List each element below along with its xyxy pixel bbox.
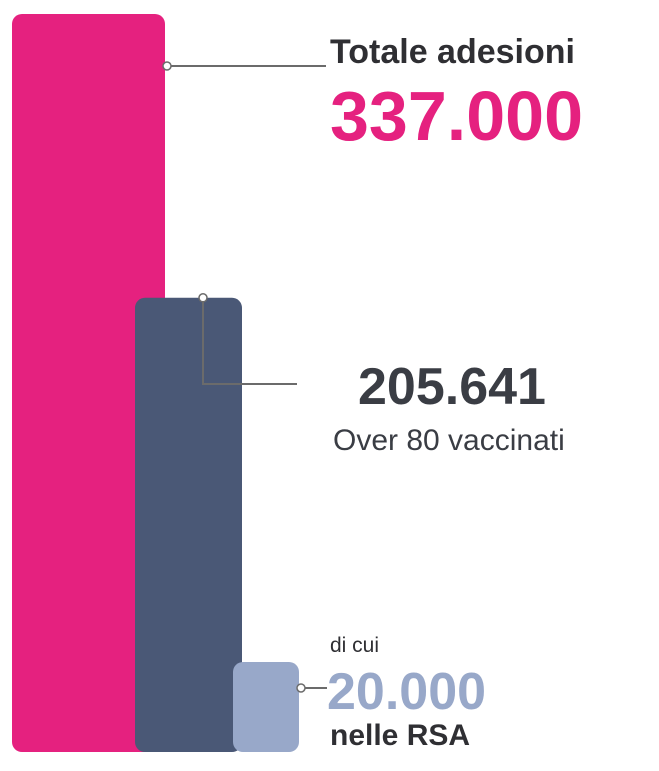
- bar-nelle-rsa: [233, 662, 299, 752]
- value-over-80: 205.641: [358, 358, 546, 416]
- label-over-80-vaccinati: Over 80 vaccinati: [333, 424, 565, 457]
- labels-group: Totale adesioni 337.000 205.641 Over 80 …: [327, 33, 583, 752]
- leader-dot-rsa: [296, 683, 306, 693]
- label-nelle-rsa: nelle RSA: [330, 719, 470, 752]
- label-totale-adesioni: Totale adesioni: [330, 33, 575, 71]
- value-totale-adesioni: 337.000: [330, 77, 583, 155]
- leader-line-over80: [202, 293, 297, 385]
- leader-dot-totale: [162, 61, 172, 71]
- leaders-group: [162, 61, 327, 693]
- leader-dot-over80: [198, 293, 208, 303]
- bars-group: [12, 14, 299, 752]
- value-nelle-rsa: 20.000: [327, 663, 486, 721]
- bar-over-80-vaccinati: [135, 297, 242, 752]
- bar-totale-adesioni: [12, 14, 165, 752]
- label-di-cui: di cui: [330, 634, 379, 657]
